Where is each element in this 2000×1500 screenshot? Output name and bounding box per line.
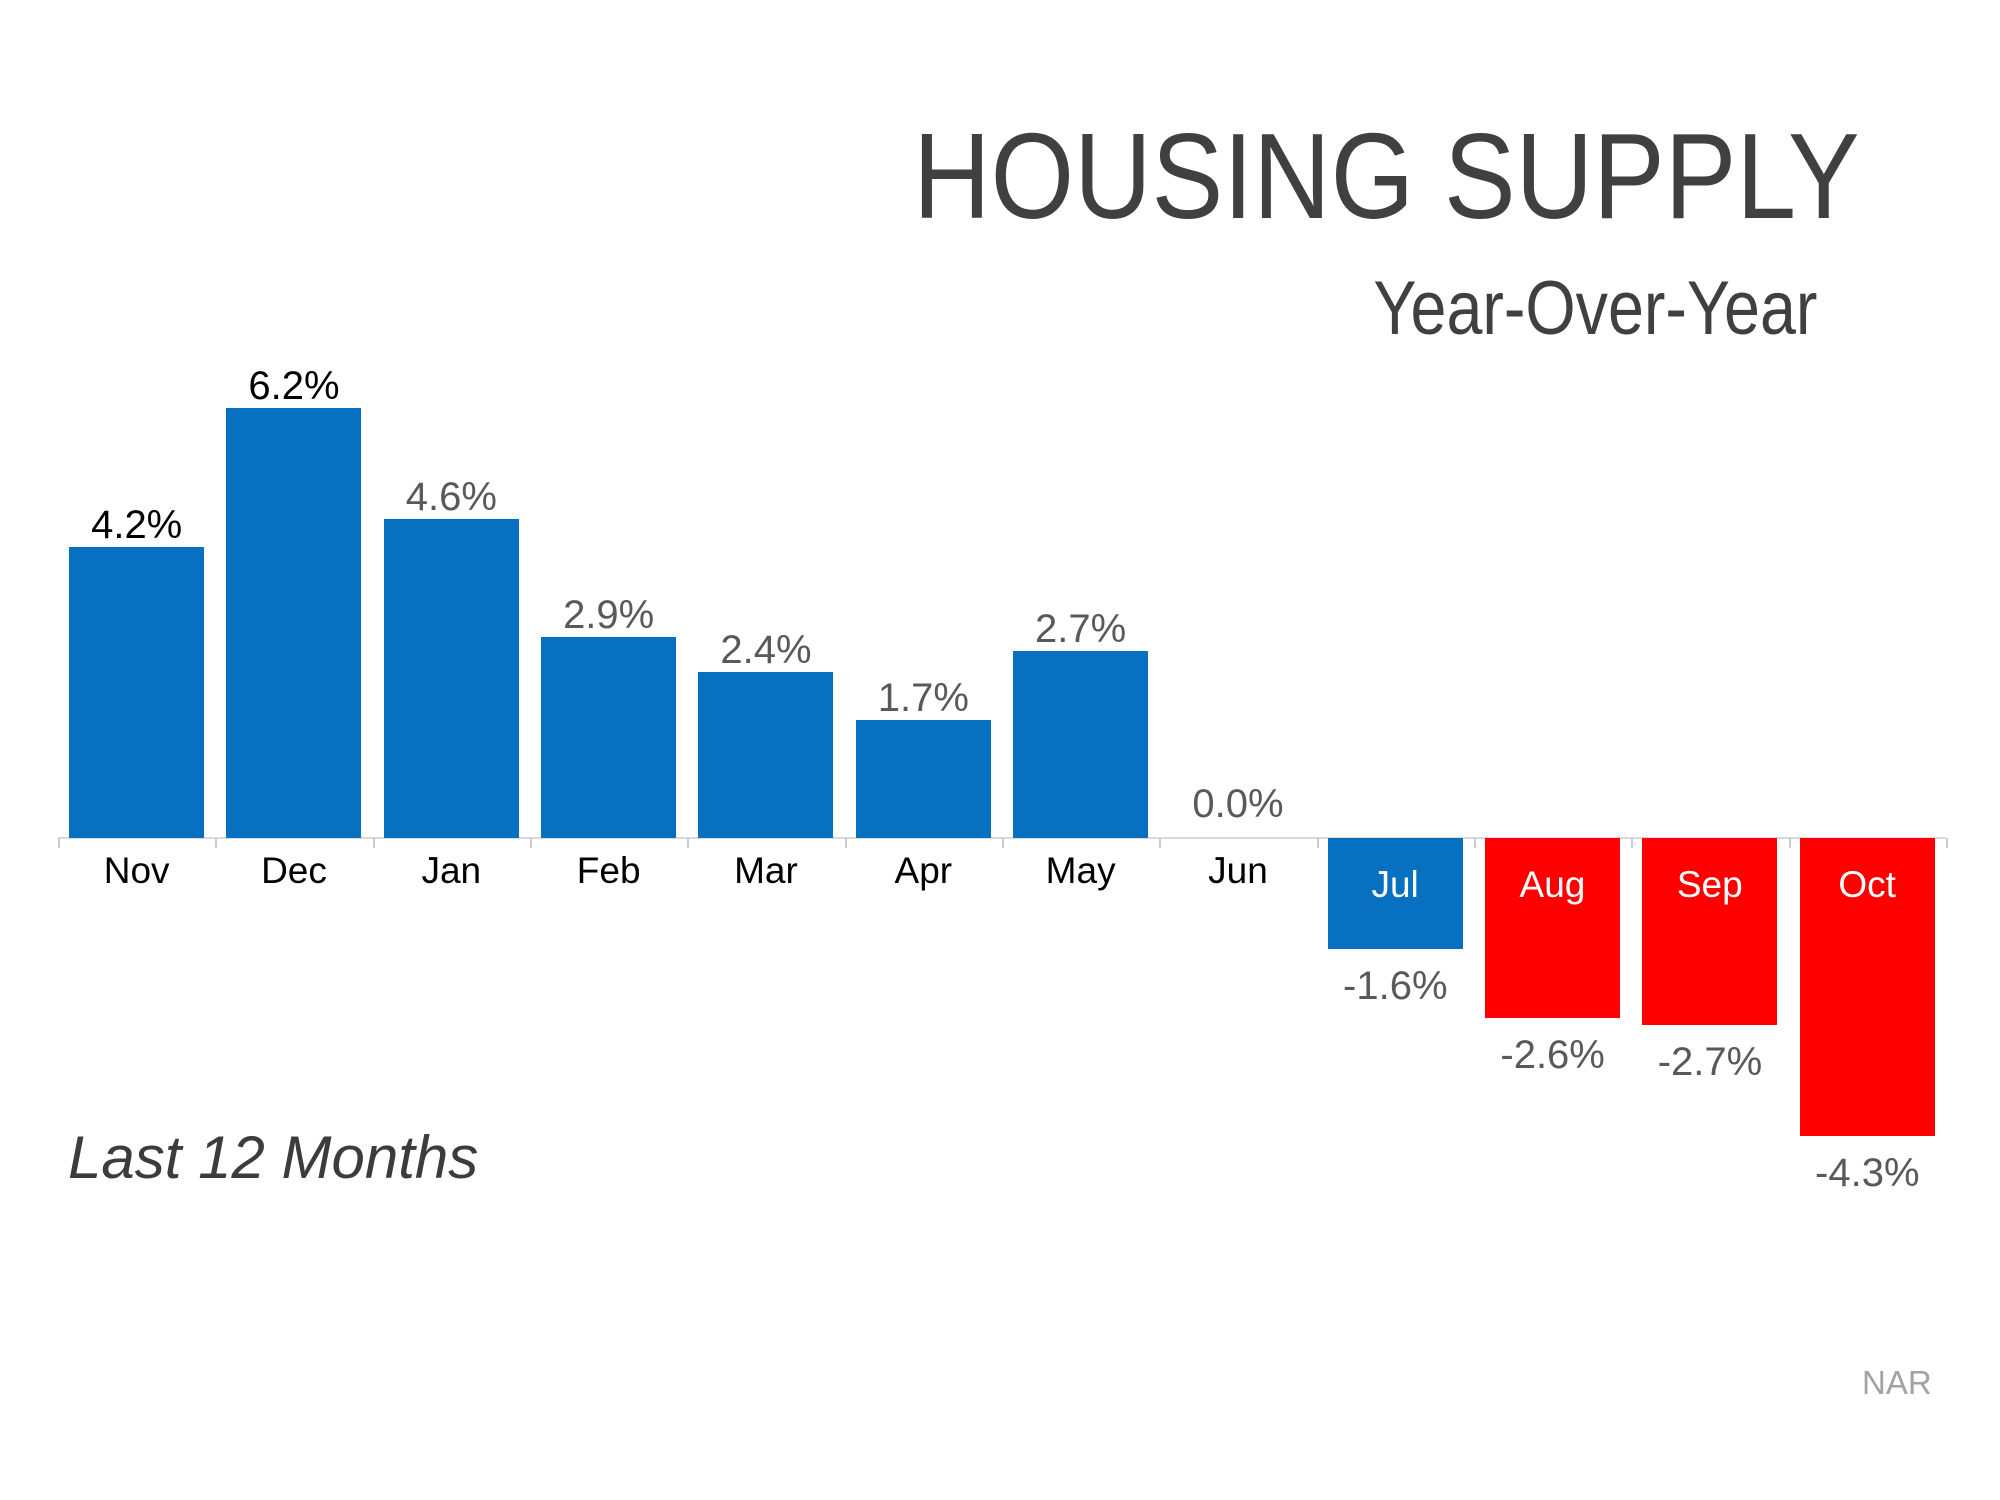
x-axis-tick [1788, 838, 1791, 848]
month-label-aug: Aug [1519, 864, 1586, 905]
month-label-jul: Jul [1371, 864, 1419, 905]
value-label-jun: 0.0% [1192, 782, 1284, 826]
x-axis-tick [215, 838, 218, 848]
x-axis-tick [372, 838, 375, 848]
chart-title: HOUSING SUPPLY [913, 108, 1860, 244]
x-axis-tick [1001, 838, 1004, 848]
caption-last-12-months: Last 12 Months [68, 1124, 479, 1191]
value-label-nov: 4.2% [91, 502, 183, 547]
chart-subtitle: Year-Over-Year [1372, 266, 1817, 351]
x-axis-tick [529, 838, 532, 848]
x-axis-tick [1159, 838, 1162, 848]
value-label-feb: 2.9% [563, 593, 655, 638]
x-axis-tick [1945, 838, 1948, 848]
bar-apr [855, 720, 991, 838]
month-label-dec: Dec [261, 850, 327, 891]
value-label-mar: 2.4% [720, 627, 812, 672]
month-label-nov: Nov [103, 850, 170, 891]
bar-oct [1799, 838, 1935, 1136]
value-label-jul: -1.6% [1343, 963, 1448, 1008]
bar-sep [1642, 838, 1778, 1026]
value-label-apr: 1.7% [877, 676, 969, 721]
value-label-aug: -2.6% [1500, 1033, 1605, 1078]
month-label-feb: Feb [576, 850, 641, 891]
month-label-jun: Jun [1208, 850, 1268, 891]
x-axis-tick [58, 838, 60, 848]
bar-aug [1484, 838, 1620, 1019]
month-label-mar: Mar [734, 850, 798, 891]
value-label-sep: -2.7% [1657, 1040, 1763, 1085]
month-label-may: May [1045, 850, 1116, 891]
value-label-oct: -4.3% [1815, 1150, 1920, 1195]
source-label: NAR [1862, 1364, 1932, 1401]
value-label-may: 2.7% [1035, 606, 1127, 651]
x-axis-tick [1473, 838, 1476, 848]
bar-jul [1327, 838, 1463, 949]
x-axis-tick [844, 838, 847, 848]
x-axis-tick [687, 838, 690, 848]
month-label-apr: Apr [894, 850, 953, 891]
month-label-oct: Oct [1838, 864, 1896, 905]
bar-dec [226, 408, 362, 838]
bar-nov [69, 546, 204, 838]
x-axis-tick [1316, 838, 1319, 848]
value-label-dec: 6.2% [248, 364, 340, 409]
value-label-jan: 4.6% [405, 475, 497, 520]
bar-mar [698, 671, 834, 838]
month-label-sep: Sep [1676, 864, 1743, 905]
month-label-jan: Jan [421, 850, 482, 891]
x-axis-tick [1631, 838, 1634, 848]
bar-jan [383, 519, 519, 838]
bar-feb [540, 637, 676, 838]
bar-may [1012, 650, 1148, 838]
